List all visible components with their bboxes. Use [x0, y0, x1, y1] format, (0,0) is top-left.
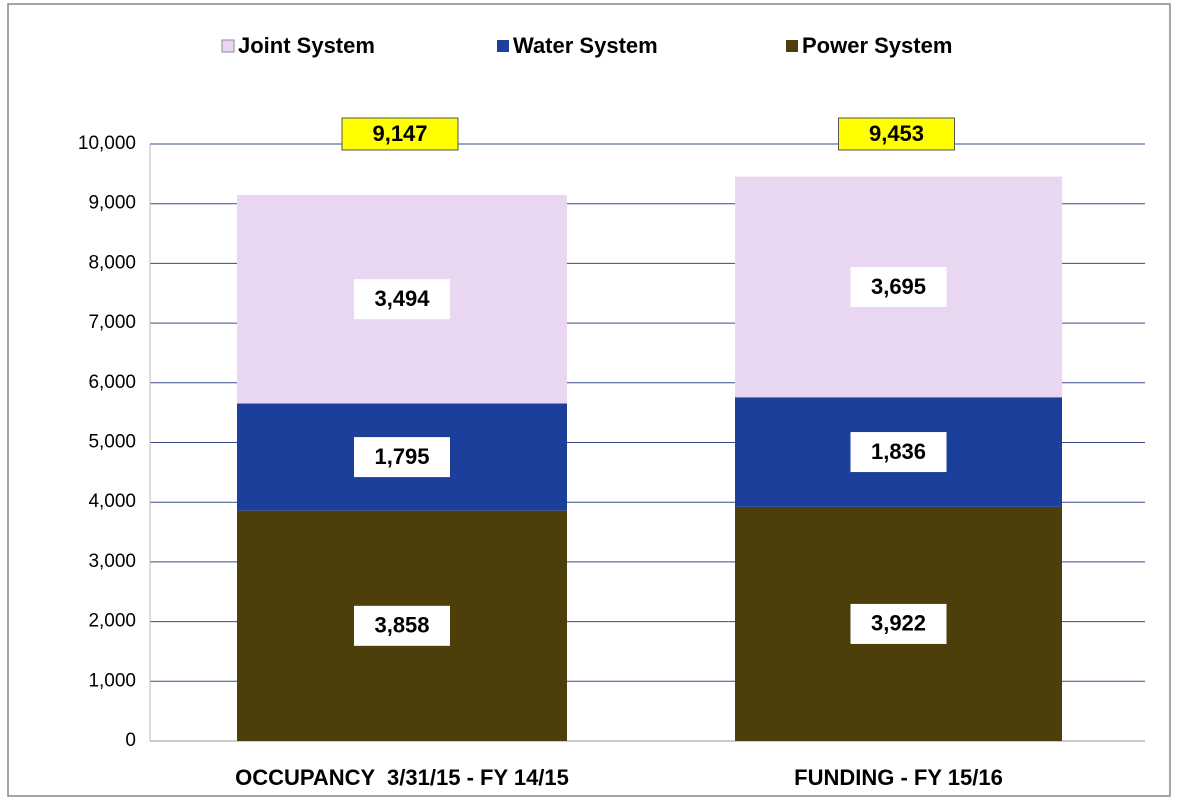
y-tick-label: 1,000: [88, 670, 136, 691]
y-tick-label: 10,000: [78, 133, 136, 154]
value-label-box: [850, 432, 947, 473]
y-tick-label: 2,000: [88, 611, 136, 632]
value-label-box: [850, 603, 947, 644]
value-label: 1,795: [374, 444, 429, 469]
value-label: 3,922: [871, 611, 926, 636]
total-label-box: [838, 117, 955, 151]
value-label-box: [850, 266, 947, 307]
y-tick-label: 8,000: [88, 252, 136, 273]
legend-swatch: [786, 40, 798, 52]
y-tick-label: 7,000: [88, 312, 136, 333]
x-tick-label: OCCUPANCY 3/31/15 - FY 14/15: [235, 765, 569, 790]
x-tick-label: FUNDING - FY 15/16: [794, 765, 1003, 790]
legend-label: Joint System: [238, 33, 375, 58]
y-tick-label: 4,000: [88, 491, 136, 512]
value-label: 1,836: [871, 439, 926, 464]
legend-swatch: [497, 40, 509, 52]
value-label: 3,494: [374, 286, 430, 311]
y-tick-label: 5,000: [88, 432, 136, 453]
legend-label: Power System: [802, 33, 952, 58]
y-tick-label: 3,000: [88, 551, 136, 572]
value-label: 3,858: [374, 613, 429, 638]
value-label-box: [354, 605, 450, 646]
legend-swatch: [221, 39, 235, 53]
value-label: 3,695: [871, 274, 926, 299]
total-label: 9,147: [372, 121, 427, 146]
y-tick-label: 9,000: [88, 193, 136, 214]
y-tick-label: 6,000: [88, 372, 136, 393]
value-label-box: [354, 279, 450, 320]
y-tick-label: 0: [125, 730, 136, 751]
total-label-box: [341, 117, 459, 151]
total-label: 9,453: [869, 121, 924, 146]
legend-label: Water System: [513, 33, 658, 58]
value-label-box: [354, 437, 450, 478]
